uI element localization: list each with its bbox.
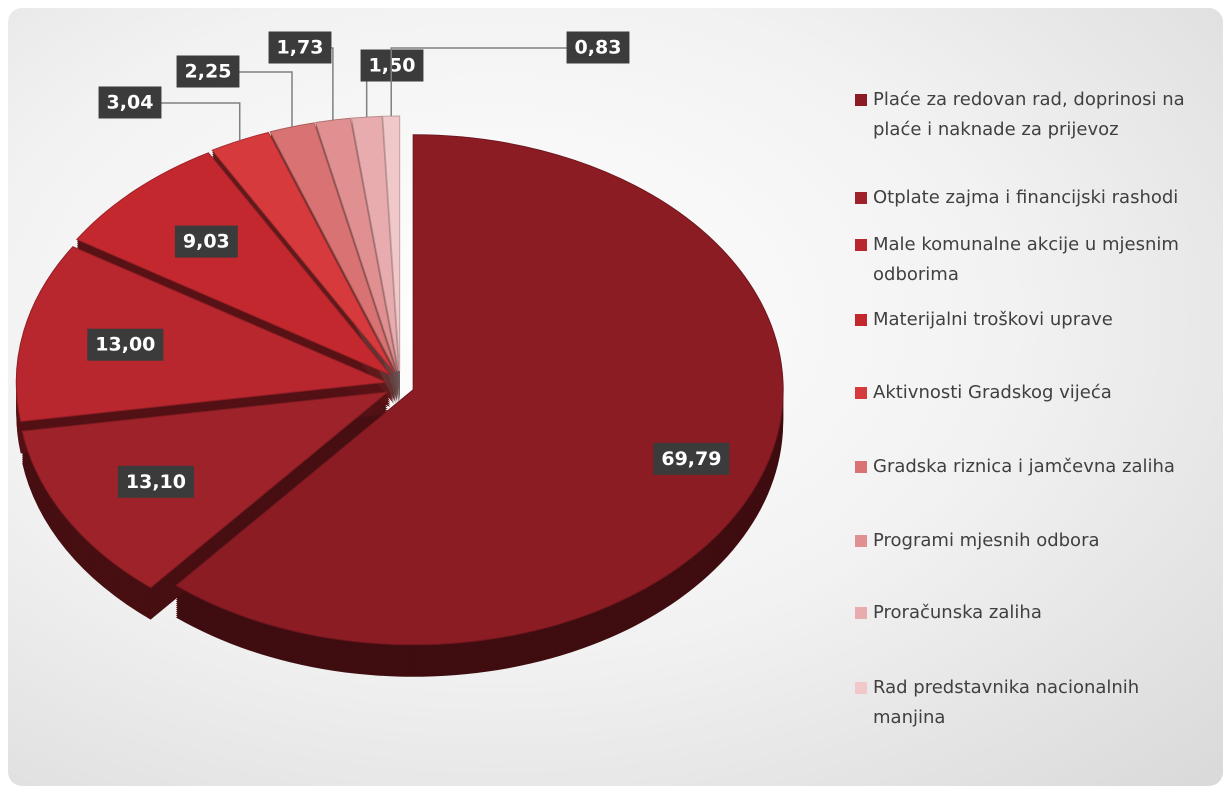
legend-label: Plaće za redovan rad, doprinosi na plaće… [873, 89, 1185, 140]
legend-item: Aktivnosti Gradskog vijeća [855, 378, 1215, 408]
legend-label: Gradska riznica i jamčevna zaliha [873, 456, 1175, 477]
leader-line [390, 47, 623, 117]
legend-swatch [855, 535, 867, 547]
legend-swatch [855, 682, 867, 694]
legend-item: Materijalni troškovi uprave [855, 305, 1215, 335]
legend-item: Rad predstavnika nacionalnih manjina [855, 673, 1215, 733]
legend-swatch [855, 461, 867, 473]
legend-swatch [855, 314, 867, 326]
legend-label: Materijalni troškovi uprave [873, 309, 1113, 330]
legend-item: Proračunska zaliha [855, 598, 1215, 628]
data-label: 13,00 [95, 334, 155, 356]
data-label-box [117, 465, 194, 498]
data-label: 13,10 [126, 471, 186, 493]
legend-label: Programi mjesnih odbora [873, 530, 1100, 551]
legend-label: Proračunska zaliha [873, 602, 1042, 623]
slice [21, 391, 390, 589]
legend-label: Rad predstavnika nacionalnih manjina [873, 677, 1140, 728]
legend-item: Programi mjesnih odbora [855, 526, 1215, 556]
data-label-box [98, 86, 162, 119]
legend-swatch [855, 94, 867, 106]
data-label: 0,83 [575, 37, 622, 59]
data-label: 2,25 [185, 61, 232, 83]
slice [76, 152, 391, 376]
data-label-box [653, 442, 730, 475]
leader-line [233, 71, 293, 127]
data-label: 9,03 [183, 231, 230, 253]
legend-label: Male komunalne akcije u mjesnim odborima [873, 234, 1179, 285]
data-label-box [176, 55, 240, 88]
slice [211, 131, 395, 373]
data-label-box [360, 49, 424, 82]
legend-swatch [855, 192, 867, 204]
data-label-box [87, 328, 164, 361]
slice [175, 134, 784, 646]
legend-item: Otplate zajma i financijski rashodi [855, 183, 1215, 213]
data-label: 3,04 [107, 92, 154, 114]
legend-swatch [855, 239, 867, 251]
legend-item: Plaće za redovan rad, doprinosi na plaće… [855, 85, 1215, 145]
legend-item: Gradska riznica i jamčevna zaliha [855, 452, 1215, 482]
data-label-box [268, 31, 332, 64]
leader-line [155, 102, 241, 141]
legend-label: Aktivnosti Gradskog vijeća [873, 382, 1112, 403]
data-label: 1,50 [369, 55, 416, 77]
data-label: 1,73 [277, 37, 324, 59]
slice [15, 246, 389, 423]
legend-label: Otplate zajma i financijski rashodi [873, 187, 1179, 208]
data-label: 69,79 [661, 448, 721, 470]
data-label-box [566, 31, 630, 64]
legend-item: Male komunalne akcije u mjesnim odborima [855, 230, 1215, 290]
data-label-box [174, 225, 238, 258]
legend-swatch [855, 387, 867, 399]
legend-swatch [855, 607, 867, 619]
slice [382, 115, 401, 372]
